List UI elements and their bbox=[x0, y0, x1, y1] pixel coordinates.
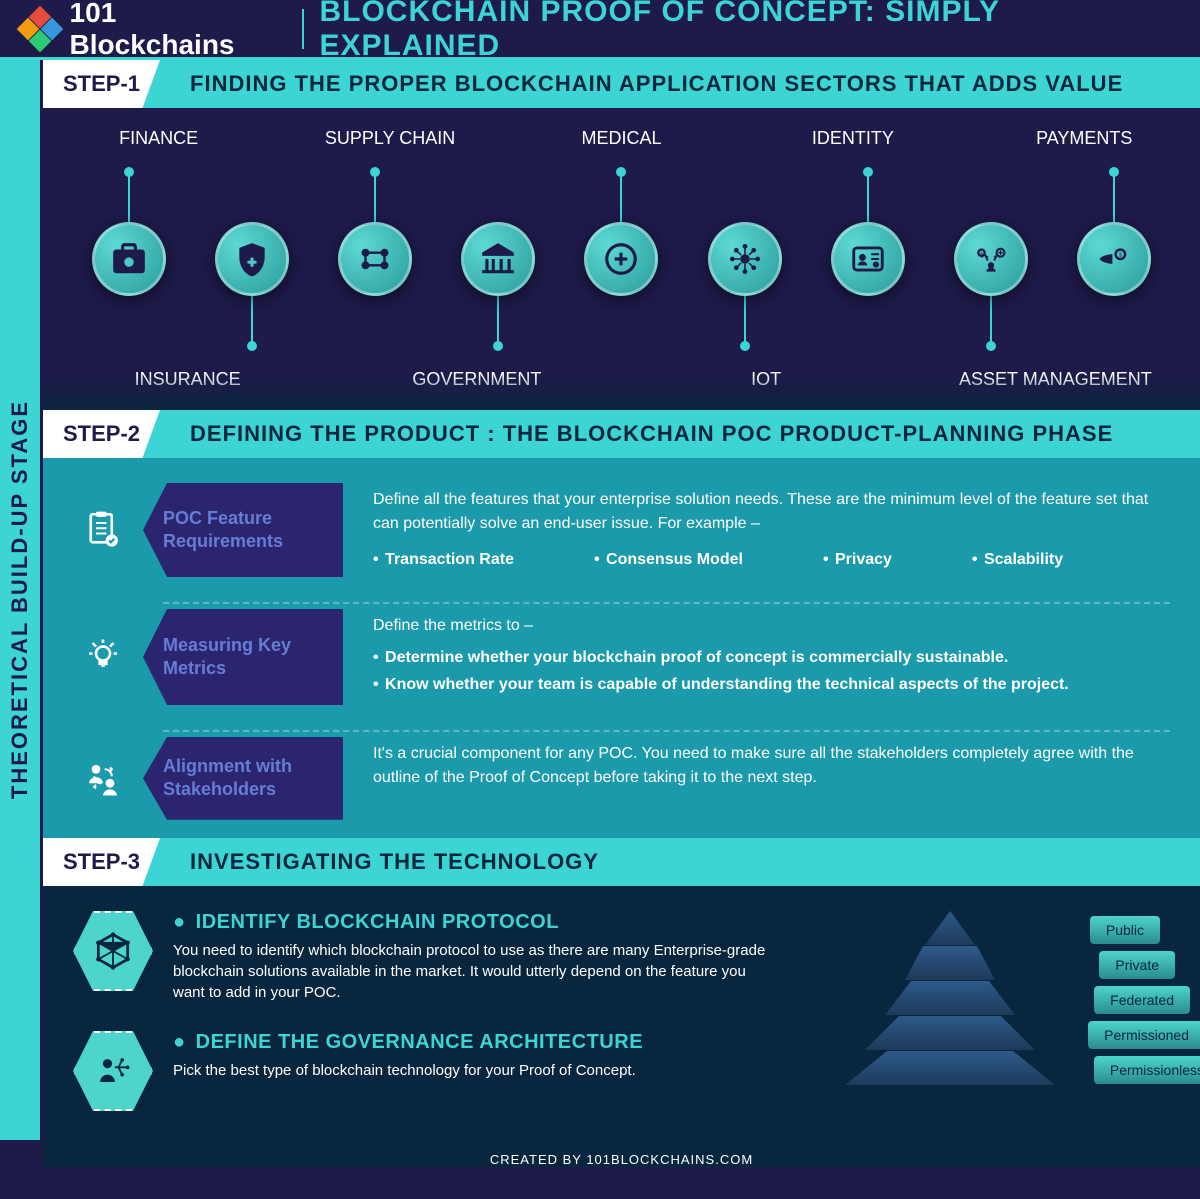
pyramid-layer bbox=[885, 981, 1015, 1015]
bullet: Transaction Rate bbox=[373, 548, 514, 572]
person-net-icon bbox=[73, 1031, 153, 1111]
card-content: It's a crucial component for any POC. Yo… bbox=[343, 737, 1170, 820]
card-label: Measuring Key Metrics bbox=[143, 609, 343, 705]
bullet: Privacy bbox=[823, 548, 892, 572]
step1-title: FINDING THE PROPER BLOCKCHAIN APPLICATIO… bbox=[160, 71, 1200, 97]
investigate-item: DEFINE THE GOVERNANCE ARCHITECTURE Pick t… bbox=[73, 1031, 780, 1111]
government-icon bbox=[461, 222, 535, 296]
pyramid: PublicPrivateFederatedPermissionedPermis… bbox=[810, 911, 1170, 1111]
footer-text: CREATED BY 101BLOCKCHAINS.COM bbox=[490, 1152, 753, 1167]
card-lead: Define the metrics to – bbox=[373, 614, 1170, 638]
sidebar-label: THEORETICAL BUILD-UP STAGE bbox=[7, 400, 33, 799]
section3-left: IDENTIFY BLOCKCHAIN PROTOCOL You need to … bbox=[73, 911, 810, 1121]
pyramid-label: Federated bbox=[1094, 986, 1190, 1014]
content: STEP-1 FINDING THE PROPER BLOCKCHAIN APP… bbox=[43, 60, 1200, 1140]
supply-chain-icon bbox=[338, 222, 412, 296]
logo-group: 101 Blockchains bbox=[20, 0, 287, 61]
sector-label: MEDICAL bbox=[521, 128, 721, 149]
section3: IDENTIFY BLOCKCHAIN PROTOCOL You need to … bbox=[43, 886, 1200, 1146]
separator bbox=[163, 730, 1170, 732]
step3-header: STEP-3 INVESTIGATING THE TECHNOLOGY bbox=[43, 838, 1200, 886]
identity-icon bbox=[831, 222, 905, 296]
svg-text:$: $ bbox=[1119, 253, 1122, 259]
investigate-title: DEFINE THE GOVERNANCE ARCHITECTURE bbox=[173, 1031, 780, 1054]
investigate-desc: Pick the best type of blockchain technol… bbox=[173, 1060, 780, 1081]
bullet: Consensus Model bbox=[594, 548, 743, 572]
header: 101 Blockchains BLOCKCHAIN PROOF OF CONC… bbox=[0, 0, 1200, 60]
section2: POC Feature Requirements Define all the f… bbox=[43, 458, 1200, 838]
pyramid-label: Public bbox=[1090, 916, 1160, 944]
section1: FINANCE SUPPLY CHAIN MEDICAL IDENTITY PAYMEN… bbox=[43, 108, 1200, 410]
card-label: POC Feature Requirements bbox=[143, 483, 343, 577]
step3-title: INVESTIGATING THE TECHNOLOGY bbox=[160, 849, 1200, 875]
step1-label: STEP-1 bbox=[43, 60, 160, 108]
finance-icon: $ bbox=[92, 222, 166, 296]
pyramid-layer bbox=[905, 946, 995, 980]
investigate-text: IDENTIFY BLOCKCHAIN PROTOCOL You need to … bbox=[173, 911, 780, 1003]
sidebar: THEORETICAL BUILD-UP STAGE bbox=[0, 60, 40, 1140]
footer: CREATED BY 101BLOCKCHAINS.COM bbox=[43, 1146, 1200, 1167]
planning-card: Alignment with Stakeholders It's a crucia… bbox=[73, 737, 1170, 820]
logo-icon bbox=[20, 9, 60, 49]
sector-icon-wrap: $ bbox=[92, 222, 166, 296]
payments-icon: $ bbox=[1077, 222, 1151, 296]
header-divider bbox=[302, 9, 305, 49]
pyramid-label: Permissioned bbox=[1088, 1021, 1200, 1049]
investigate-item: IDENTIFY BLOCKCHAIN PROTOCOL You need to … bbox=[73, 911, 780, 1003]
sector-icon-wrap: $ bbox=[1077, 222, 1151, 296]
body: THEORETICAL BUILD-UP STAGE STEP-1 FINDIN… bbox=[0, 60, 1200, 1140]
pyramid-label: Permissionless bbox=[1094, 1056, 1200, 1084]
bullet: Determine whether your blockchain proof … bbox=[373, 646, 1170, 670]
sector-icon-wrap bbox=[461, 222, 535, 296]
sector-icon-wrap bbox=[215, 222, 289, 296]
insurance-icon bbox=[215, 222, 289, 296]
pyramid-label: Private bbox=[1099, 951, 1175, 979]
sector-label: SUPPLY CHAIN bbox=[290, 128, 490, 149]
pyramid-layer bbox=[845, 1051, 1055, 1085]
sector-label: IDENTITY bbox=[753, 128, 953, 149]
svg-text:$: $ bbox=[127, 260, 131, 267]
gradient-edge bbox=[43, 375, 1200, 410]
investigate-text: DEFINE THE GOVERNANCE ARCHITECTURE Pick t… bbox=[173, 1031, 780, 1111]
step1-header: STEP-1 FINDING THE PROPER BLOCKCHAIN APP… bbox=[43, 60, 1200, 108]
bullet: Scalability bbox=[972, 548, 1063, 572]
sector-icon-wrap bbox=[708, 222, 782, 296]
sector-label: PAYMENTS bbox=[984, 128, 1184, 149]
sector-icons-row: $ $ $ bbox=[43, 179, 1200, 339]
card-content: Define the metrics to – Determine whether… bbox=[343, 609, 1170, 705]
planning-card: POC Feature Requirements Define all the f… bbox=[73, 483, 1170, 577]
step2-title: DEFINING THE PRODUCT : THE BLOCKCHAIN PO… bbox=[160, 421, 1200, 447]
planning-card: Measuring Key MetricsDefine the metrics … bbox=[73, 609, 1170, 705]
card-lead: Define all the features that your enterp… bbox=[373, 488, 1170, 536]
iot-icon bbox=[708, 222, 782, 296]
sector-label: FINANCE bbox=[59, 128, 259, 149]
cube-icon bbox=[73, 911, 153, 991]
investigate-title: IDENTIFY BLOCKCHAIN PROTOCOL bbox=[173, 911, 780, 934]
people-icon bbox=[73, 748, 133, 808]
bullet-list: Determine whether your blockchain proof … bbox=[373, 646, 1170, 697]
card-lead: It's a crucial component for any POC. Yo… bbox=[373, 742, 1170, 790]
step3-label: STEP-3 bbox=[43, 838, 160, 886]
top-sector-labels: FINANCE SUPPLY CHAIN MEDICAL IDENTITY PAYMEN… bbox=[43, 128, 1200, 149]
pyramid-layer bbox=[865, 1016, 1035, 1050]
medical-icon bbox=[584, 222, 658, 296]
bullets: Transaction Rate Consensus Model Privacy Sc… bbox=[373, 548, 1170, 572]
brand-name: 101 Blockchains bbox=[70, 0, 287, 61]
checklist-icon bbox=[73, 500, 133, 560]
separator bbox=[163, 602, 1170, 604]
step2-header: STEP-2 DEFINING THE PRODUCT : THE BLOCKC… bbox=[43, 410, 1200, 458]
step2-label: STEP-2 bbox=[43, 410, 160, 458]
card-content: Define all the features that your enterp… bbox=[343, 483, 1170, 577]
main-title: BLOCKCHAIN PROOF OF CONCEPT: SIMPLY EXPL… bbox=[319, 0, 1180, 63]
investigate-desc: You need to identify which blockchain pr… bbox=[173, 940, 780, 1003]
sector-icon-wrap bbox=[584, 222, 658, 296]
sector-icon-wrap bbox=[338, 222, 412, 296]
bullet: Know whether your team is capable of und… bbox=[373, 673, 1170, 697]
idea-icon bbox=[73, 627, 133, 687]
pyramid-layer bbox=[925, 911, 975, 945]
card-label: Alignment with Stakeholders bbox=[143, 737, 343, 820]
sector-icon-wrap bbox=[831, 222, 905, 296]
asset-management-icon: $ bbox=[954, 222, 1028, 296]
sector-icon-wrap: $ bbox=[954, 222, 1028, 296]
